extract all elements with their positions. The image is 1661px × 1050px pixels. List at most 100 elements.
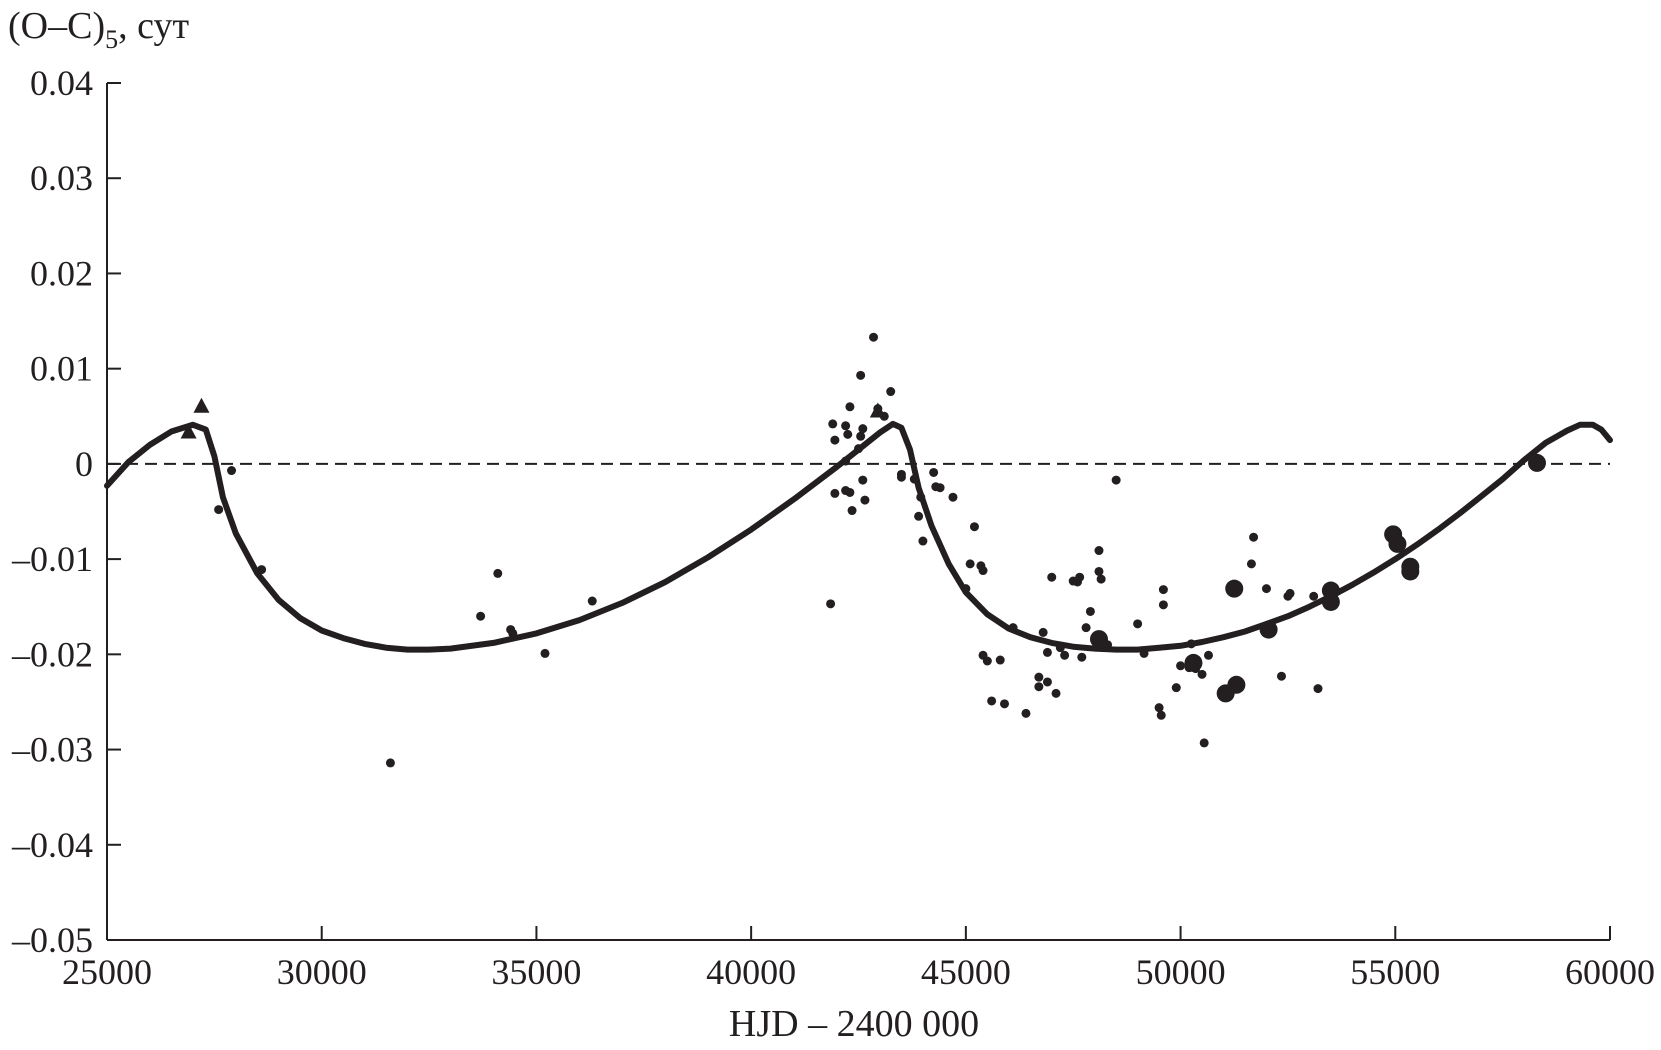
x-tick-label: 45000	[921, 952, 1011, 992]
x-tick-label: 55000	[1350, 952, 1440, 992]
small-dot-point	[1133, 619, 1143, 629]
small-dot-point	[257, 565, 267, 575]
small-dot-point	[493, 568, 503, 578]
small-dot-point	[227, 466, 237, 476]
large-dot-point	[1388, 534, 1407, 553]
small-dot-point	[1081, 623, 1091, 633]
small-dot-point	[918, 536, 928, 546]
small-dot-point	[1199, 738, 1209, 748]
small-dot-point	[830, 435, 840, 445]
y-tick-label: 0.01	[30, 349, 93, 389]
small-dot-point	[860, 495, 870, 505]
small-dot-point	[1111, 475, 1121, 485]
x-tick-label: 35000	[491, 952, 581, 992]
small-dot-point	[995, 655, 1005, 665]
large-dot-point	[1225, 579, 1244, 598]
y-axis-title-main: (O–C)	[8, 5, 105, 47]
small-dot-point	[873, 404, 883, 414]
y-tick-label: 0.02	[30, 253, 93, 293]
small-dot-point	[1077, 652, 1087, 662]
y-tick-label: –0.01	[11, 539, 93, 579]
small-dot-point	[1094, 546, 1104, 556]
x-tick-label: 30000	[277, 952, 367, 992]
y-tick-label: –0.04	[11, 825, 93, 865]
large-dot-point	[1259, 620, 1278, 639]
small-dot-point	[1156, 710, 1166, 720]
y-tick-label: 0	[75, 444, 93, 484]
x-tick-label: 40000	[706, 952, 796, 992]
small-dot-point	[385, 758, 395, 768]
x-tick-label: 50000	[1136, 952, 1226, 992]
small-dot-point	[1047, 572, 1057, 582]
small-dot-point	[841, 456, 851, 466]
small-dot-point	[858, 475, 868, 485]
small-dot-point	[1000, 699, 1010, 709]
small-dot-point	[1085, 606, 1095, 616]
small-dot-point	[1060, 650, 1070, 660]
small-dot-point	[1176, 661, 1186, 671]
y-tick-label: 0.04	[30, 63, 93, 103]
small-dot-point	[1158, 585, 1168, 595]
y-axis-title: (O–C)5, сут	[8, 5, 189, 54]
small-dot-point	[854, 444, 863, 454]
x-axis-title: HJD – 2400 000	[729, 1003, 979, 1045]
small-dot-point	[540, 648, 550, 658]
small-dot-point	[1042, 677, 1052, 687]
small-dot-point	[896, 472, 906, 482]
small-dot-point	[1034, 682, 1044, 692]
small-dot-point	[1285, 588, 1295, 598]
large-dot-point	[1321, 592, 1340, 611]
x-tick-label: 25000	[62, 952, 152, 992]
fit-curve	[104, 420, 1613, 653]
triangle-point	[180, 423, 197, 439]
small-dot-point	[1249, 532, 1259, 542]
small-dot-point	[909, 474, 919, 484]
data-points	[180, 332, 1546, 768]
small-dot-point	[1008, 623, 1018, 633]
large-dot-point	[1089, 630, 1108, 649]
small-dot-point	[830, 488, 840, 498]
small-dot-point	[858, 424, 868, 434]
small-dot-point	[982, 656, 992, 666]
small-dot-point	[1261, 584, 1271, 594]
small-dot-point	[1197, 669, 1207, 679]
small-dot-point	[856, 431, 866, 441]
large-dot-point	[1527, 453, 1546, 472]
small-dot-point	[916, 492, 926, 502]
small-dot-point	[1034, 672, 1044, 682]
small-dot-point	[1246, 559, 1256, 569]
small-dot-point	[886, 387, 896, 397]
small-dot-point	[845, 402, 855, 412]
small-dot-point	[1038, 627, 1048, 637]
small-dot-point	[1158, 600, 1168, 610]
x-tick-label: 60000	[1565, 952, 1655, 992]
small-dot-point	[1139, 648, 1149, 658]
small-dot-point	[1075, 572, 1085, 582]
small-dot-point	[965, 559, 975, 569]
small-dot-point	[869, 332, 879, 342]
large-dot-point	[1184, 653, 1203, 672]
small-dot-point	[856, 370, 866, 380]
small-dot-point	[826, 599, 836, 609]
y-tick-label: 0.03	[30, 158, 93, 198]
small-dot-point	[1276, 671, 1286, 681]
small-dot-point	[987, 696, 997, 706]
small-dot-point	[1309, 591, 1319, 601]
small-dot-point	[841, 421, 851, 431]
y-tick-label: –0.03	[11, 730, 93, 770]
small-dot-point	[935, 483, 945, 493]
y-tick-label: –0.05	[11, 920, 93, 960]
small-dot-point	[879, 411, 889, 421]
y-axis-title-unit: , сут	[118, 5, 189, 47]
small-dot-point	[1171, 683, 1181, 693]
small-dot-point	[1186, 639, 1196, 649]
small-dot-point	[508, 628, 518, 638]
y-axis-title-subscript: 5	[105, 25, 118, 54]
small-dot-point	[929, 467, 939, 477]
small-dot-point	[969, 522, 979, 532]
triangle-point	[193, 397, 210, 413]
small-dot-point	[1042, 647, 1052, 657]
large-dot-point	[1227, 675, 1246, 694]
small-dot-point	[1094, 566, 1104, 576]
small-dot-point	[847, 506, 857, 516]
